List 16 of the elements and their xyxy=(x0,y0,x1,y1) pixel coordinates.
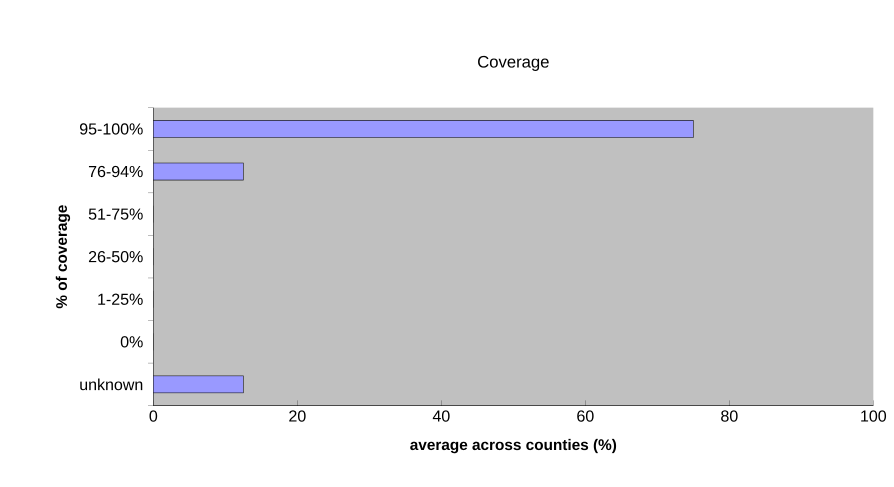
y-tick-label: 95-100% xyxy=(80,123,143,135)
x-tick-label: 40 xyxy=(432,410,450,422)
y-tick-label: 76-94% xyxy=(88,166,143,178)
x-tick-label: 20 xyxy=(289,410,306,422)
y-tick-label: 26-50% xyxy=(88,251,143,262)
x-tick-label: 100 xyxy=(861,410,886,422)
x-tick-label: 0 xyxy=(150,410,158,422)
y-tick-label: 51-75% xyxy=(88,208,143,220)
y-axis-title: % of coverage xyxy=(56,205,70,308)
y-tick-label: 0% xyxy=(120,336,143,348)
x-tick-label: 80 xyxy=(721,410,738,422)
x-axis-title: average across counties (%) xyxy=(410,438,616,454)
x-tick-label: 60 xyxy=(577,410,594,422)
y-tick-label: 1-25% xyxy=(98,294,143,305)
y-tick-label: unknown xyxy=(80,378,142,390)
chart-title: Coverage xyxy=(478,56,549,71)
